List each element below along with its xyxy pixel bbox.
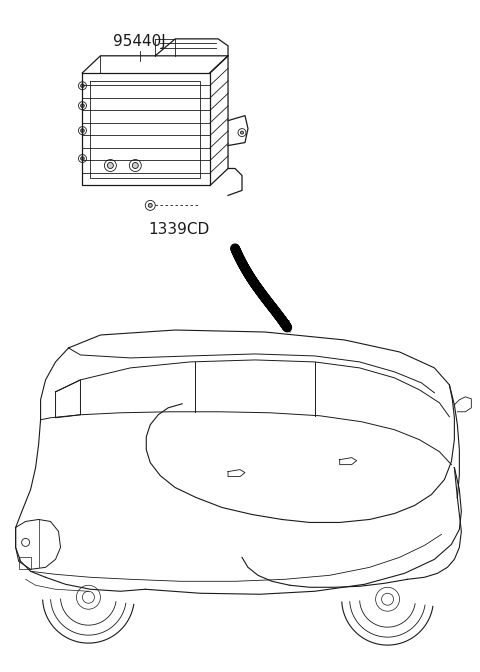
Circle shape xyxy=(145,200,155,210)
Text: 1339CD: 1339CD xyxy=(148,222,209,237)
Circle shape xyxy=(81,129,84,132)
Circle shape xyxy=(78,155,86,163)
Circle shape xyxy=(129,159,141,171)
Circle shape xyxy=(81,84,84,87)
Circle shape xyxy=(76,585,100,610)
Circle shape xyxy=(78,126,86,134)
Circle shape xyxy=(83,591,95,603)
Text: 95440J: 95440J xyxy=(113,34,166,49)
Circle shape xyxy=(238,128,246,136)
Circle shape xyxy=(81,104,84,108)
Circle shape xyxy=(104,159,116,171)
Circle shape xyxy=(240,131,243,134)
Circle shape xyxy=(132,163,138,169)
Circle shape xyxy=(376,587,399,612)
Circle shape xyxy=(108,163,113,169)
Circle shape xyxy=(22,538,30,546)
Circle shape xyxy=(148,204,152,208)
Circle shape xyxy=(78,101,86,110)
Circle shape xyxy=(382,593,394,605)
Circle shape xyxy=(78,82,86,90)
Circle shape xyxy=(81,157,84,161)
